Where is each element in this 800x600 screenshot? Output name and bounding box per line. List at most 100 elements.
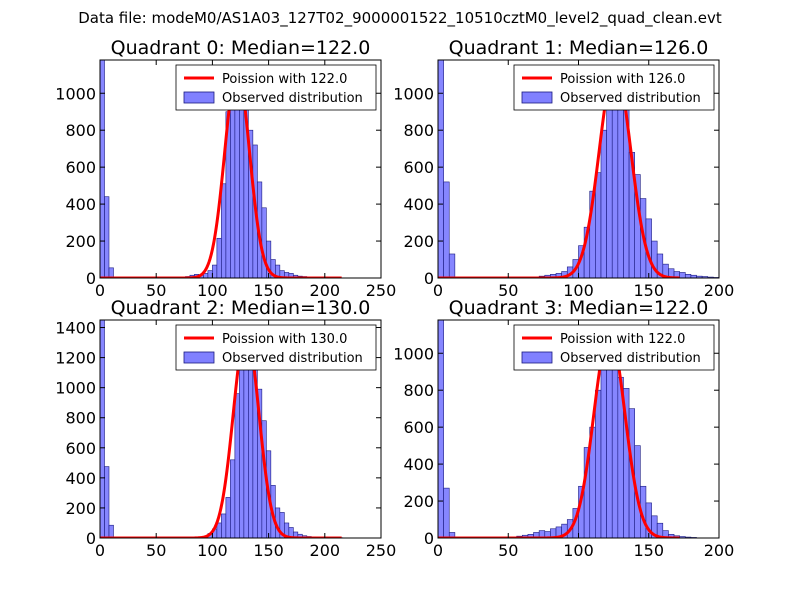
histogram-bar	[104, 196, 110, 278]
y-tick-label: 0	[424, 529, 434, 548]
y-tick-label: 0	[86, 529, 96, 548]
histogram-bar	[438, 60, 444, 278]
histogram-bar	[606, 341, 613, 538]
poisson-curve	[438, 331, 681, 538]
histogram-bar	[100, 320, 105, 538]
y-tick-label: 200	[65, 232, 96, 251]
y-tick-label: 400	[65, 469, 96, 488]
subplot-grid: Quadrant 0: Median=122.0 0 50 100 150 200 250 0…	[55, 37, 734, 560]
x-tick-label: 150	[253, 281, 284, 300]
histogram-bar	[108, 267, 114, 278]
y-tick-label: 600	[403, 158, 434, 177]
y-tick-label: 200	[403, 492, 434, 511]
poisson-curve	[100, 68, 343, 278]
y-tick-label: 600	[65, 158, 96, 177]
x-tick-label: 200	[310, 281, 341, 300]
histogram-bar	[443, 487, 450, 538]
x-tick-label: 0	[95, 541, 105, 560]
x-tick-label: 200	[310, 541, 341, 560]
histogram-bar	[617, 83, 624, 278]
legend-label-observed: Observed distribution	[560, 91, 701, 106]
legend-label-poisson: Poission with 126.0	[560, 72, 685, 87]
y-tick-label: 0	[424, 269, 434, 288]
y-tick-label: 800	[65, 121, 96, 140]
y-tick-label: 1000	[55, 84, 96, 103]
legend: Poission with 126.0 Observed distribution	[513, 64, 715, 111]
y-tick-label: 1000	[393, 344, 434, 363]
plot-area	[100, 60, 343, 278]
legend-label-observed: Observed distribution	[560, 351, 701, 366]
x-tick-label: 150	[633, 281, 664, 300]
histogram-bar	[684, 274, 692, 278]
y-tick-label: 800	[403, 121, 434, 140]
legend-label-observed: Observed distribution	[222, 91, 363, 106]
histogram-bar	[438, 320, 444, 538]
x-tick-label: 50	[498, 541, 518, 560]
subplot-quadrant-0: Quadrant 0: Median=122.0 0 50 100 150 200 250 0…	[55, 37, 396, 300]
histogram-bar	[595, 389, 602, 538]
histogram-bar	[600, 129, 607, 278]
x-tick-label: 50	[146, 541, 166, 560]
y-tick-label: 200	[403, 232, 434, 251]
histogram-bar	[221, 183, 227, 278]
legend-bar-swatch	[521, 351, 553, 364]
legend-label-poisson: Poission with 122.0	[560, 332, 685, 347]
histogram-bar	[611, 349, 619, 538]
subplot-quadrant-1: Quadrant 1: Median=126.0 0 50 100 150 200 0 200…	[393, 37, 734, 300]
legend-bar-swatch	[183, 91, 215, 104]
x-tick-label: 150	[253, 541, 284, 560]
x-tick-label: 100	[563, 281, 594, 300]
y-tick-label: 600	[403, 418, 434, 437]
x-tick-label: 100	[197, 541, 228, 560]
legend-label-poisson: Poission with 122.0	[222, 72, 347, 87]
y-tick-label: 400	[403, 455, 434, 474]
histogram-bar	[104, 466, 110, 538]
axes-frame	[99, 59, 382, 279]
x-tick-label: 200	[704, 281, 735, 300]
subplot-quadrant-2: Quadrant 2: Median=130.0 0 50 100 150 200 250 0…	[55, 297, 396, 560]
y-tick-label: 600	[65, 439, 96, 458]
histogram-bar	[679, 272, 686, 278]
x-tick-label: 150	[633, 541, 664, 560]
histogram-bar	[448, 532, 456, 538]
histogram-bar	[261, 207, 267, 278]
x-tick-label: 100	[563, 541, 594, 560]
histogram-bar	[239, 85, 245, 278]
legend-box	[513, 64, 715, 111]
x-tick-label: 200	[704, 541, 735, 560]
y-tick-label: 400	[65, 195, 96, 214]
x-tick-label: 50	[146, 281, 166, 300]
y-tick-label: 800	[403, 381, 434, 400]
subplot-title: Quadrant 1: Median=126.0	[449, 37, 709, 59]
subplot-title: Quadrant 3: Median=122.0	[449, 297, 709, 319]
y-tick-label: 200	[65, 499, 96, 518]
x-tick-label: 0	[433, 541, 443, 560]
figure-suptitle: Data file: modeM0/AS1A03_127T02_90000015…	[78, 9, 722, 28]
x-tick-label: 250	[366, 281, 397, 300]
histogram-bar	[443, 181, 450, 278]
y-tick-label: 0	[86, 269, 96, 288]
histogram-bar	[448, 253, 456, 278]
histogram-bar	[212, 264, 218, 278]
histogram-bar	[216, 237, 222, 278]
legend-bar-swatch	[183, 351, 215, 364]
y-tick-label: 800	[65, 409, 96, 428]
subplot-title: Quadrant 2: Median=130.0	[111, 297, 371, 319]
legend-label-observed: Observed distribution	[222, 351, 363, 366]
x-tick-label: 50	[498, 281, 518, 300]
x-tick-label: 100	[197, 281, 228, 300]
histogram-bar	[216, 522, 222, 538]
x-tick-label: 0	[433, 281, 443, 300]
legend: Poission with 122.0 Observed distribution	[513, 324, 715, 371]
histogram-bar	[600, 352, 607, 538]
histogram-bar	[100, 60, 105, 278]
histogram-bar	[207, 270, 213, 278]
y-tick-label: 400	[403, 195, 434, 214]
legend: Poission with 122.0 Observed distribution	[175, 64, 377, 111]
legend-label-poisson: Poission with 130.0	[222, 332, 347, 347]
y-tick-label: 1000	[393, 84, 434, 103]
y-tick-label: 1400	[55, 319, 96, 338]
histogram-bar	[108, 524, 114, 538]
histogram-bar	[595, 172, 602, 278]
